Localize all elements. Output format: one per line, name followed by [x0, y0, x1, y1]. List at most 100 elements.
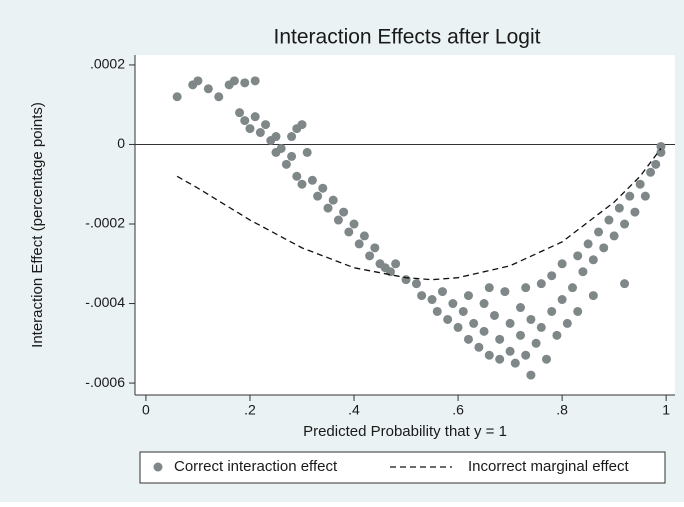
scatter-point: [229, 76, 239, 86]
scatter-point: [245, 124, 255, 134]
scatter-point: [276, 143, 286, 153]
scatter-point: [448, 299, 458, 309]
scatter-point: [625, 191, 635, 201]
scatter-point: [495, 354, 505, 364]
scatter-point: [302, 147, 312, 157]
plot-area: [135, 55, 675, 395]
scatter-point: [510, 358, 520, 368]
scatter-point: [505, 318, 515, 328]
scatter-point: [318, 183, 328, 193]
scatter-point: [489, 310, 499, 320]
scatter-point: [526, 314, 536, 324]
scatter-point: [562, 318, 572, 328]
scatter-point: [635, 179, 645, 189]
scatter-point: [599, 243, 609, 253]
scatter-point: [328, 195, 338, 205]
scatter-point: [250, 76, 260, 86]
scatter-point: [214, 92, 224, 102]
scatter-point: [474, 342, 484, 352]
scatter-point: [536, 322, 546, 332]
x-tick-label: .8: [556, 402, 568, 418]
scatter-point: [307, 175, 317, 185]
scatter-point: [495, 334, 505, 344]
scatter-point: [401, 275, 411, 285]
scatter-point: [521, 283, 531, 293]
scatter-point: [411, 279, 421, 289]
y-tick-label: -.0002: [85, 215, 125, 231]
y-tick-label: .0002: [90, 56, 125, 72]
scatter-point: [515, 303, 525, 313]
scatter-point: [323, 203, 333, 213]
scatter-point: [297, 179, 307, 189]
scatter-point: [536, 279, 546, 289]
scatter-point: [568, 283, 578, 293]
scatter-point: [193, 76, 203, 86]
scatter-point: [484, 350, 494, 360]
scatter-point: [531, 338, 541, 348]
scatter-point: [271, 132, 281, 142]
scatter-point: [573, 306, 583, 316]
legend-label: Incorrect marginal effect: [468, 458, 629, 475]
legend-marker: [153, 462, 163, 472]
scatter-point: [578, 267, 588, 277]
scatter-point: [651, 159, 661, 169]
scatter-point: [588, 291, 598, 301]
scatter-point: [240, 116, 250, 126]
scatter-point: [255, 128, 265, 138]
scatter-point: [656, 141, 666, 151]
scatter-point: [292, 171, 302, 181]
dashed-line: [176, 148, 662, 281]
scatter-point: [203, 84, 213, 94]
y-tick-label: -.0006: [85, 374, 125, 390]
scatter-point: [370, 243, 380, 253]
scatter-point: [614, 203, 624, 213]
scatter-point: [620, 279, 630, 289]
scatter-point: [630, 207, 640, 217]
scatter-point: [443, 314, 453, 324]
scatter-point: [458, 306, 468, 316]
scatter-point: [261, 120, 271, 130]
x-tick-label: .2: [244, 402, 256, 418]
scatter-point: [573, 251, 583, 261]
scatter-point: [427, 295, 437, 305]
scatter-point: [281, 159, 291, 169]
scatter-point: [521, 350, 531, 360]
scatter-point: [354, 239, 364, 249]
scatter-point: [172, 92, 182, 102]
scatter-point: [542, 354, 552, 364]
scatter-point: [594, 227, 604, 237]
y-tick-label: -.0004: [85, 294, 125, 310]
x-tick-label: 0: [142, 402, 150, 418]
scatter-point: [505, 346, 515, 356]
scatter-point: [557, 295, 567, 305]
x-axis-label: Predicted Probability that y = 1: [303, 423, 507, 440]
scatter-point: [453, 322, 463, 332]
scatter-point: [349, 219, 359, 229]
scatter-point: [515, 330, 525, 340]
x-tick-label: 1: [662, 402, 670, 418]
scatter-point: [526, 370, 536, 380]
scatter-point: [287, 151, 297, 161]
scatter-point: [313, 191, 323, 201]
scatter-point: [339, 207, 349, 217]
scatter-point: [344, 227, 354, 237]
scatter-point: [484, 283, 494, 293]
legend-label: Correct interaction effect: [174, 458, 338, 475]
chart-title: Interaction Effects after Logit: [274, 26, 541, 49]
scatter-point: [437, 287, 447, 297]
y-tick-label: 0: [117, 135, 125, 151]
scatter-point: [620, 219, 630, 229]
scatter-point: [547, 306, 557, 316]
scatter-point: [609, 231, 619, 241]
scatter-point: [646, 167, 656, 177]
scatter-point: [250, 112, 260, 122]
scatter-point: [583, 239, 593, 249]
scatter-point: [240, 78, 250, 88]
scatter-point: [547, 271, 557, 281]
scatter-point: [287, 132, 297, 142]
scatter-point: [365, 251, 375, 261]
scatter-point: [552, 330, 562, 340]
scatter-point: [500, 287, 510, 297]
scatter-point: [469, 318, 479, 328]
